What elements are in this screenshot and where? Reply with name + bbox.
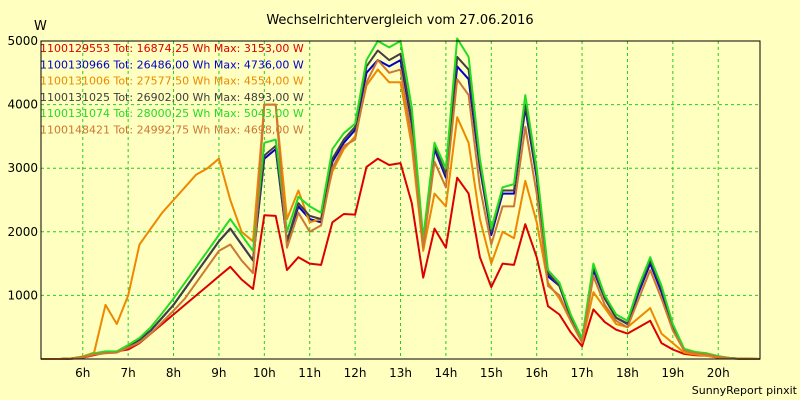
y-tick-label: 2000 (7, 225, 38, 239)
x-tick-label: 16h (525, 366, 548, 380)
x-tick-label: 17h (571, 366, 594, 380)
series-line-1100148421 (41, 59, 761, 360)
x-tick-label: 6h (75, 366, 90, 380)
x-tick-label: 20h (707, 366, 730, 380)
series-line-1100131006 (41, 68, 761, 360)
chart-title: Wechselrichtervergleich vom 27.06.2016 (266, 13, 533, 28)
axis-ticks: 1000 2000 3000 4000 5000 6h 7h 8h 9h 10h 11h 12h 13h… (7, 34, 729, 380)
x-tick-label: 7h (121, 366, 136, 380)
x-tick-label: 14h (434, 366, 457, 380)
x-tick-label: 11h (298, 366, 321, 380)
plot-frame (40, 40, 761, 360)
y-axis-unit-label: W (34, 19, 47, 34)
x-tick-label: 19h (661, 366, 684, 380)
y-tick-label: 1000 (7, 288, 38, 302)
x-tick-label: 15h (480, 366, 503, 380)
y-tick-label: 3000 (7, 161, 38, 175)
legend: 1100129553 Tot: 16874,25 Wh Max: 3153,00… (40, 42, 304, 137)
legend-entry-1100148421: 1100148421 Tot: 24992,75 Wh Max: 4698,00… (40, 124, 304, 137)
x-tick-label: 12h (344, 366, 367, 380)
x-tick-label: 10h (253, 366, 276, 380)
legend-entry-1100131006: 1100131006 Tot: 27577,50 Wh Max: 4554,00… (40, 75, 304, 88)
x-tick-label: 9h (211, 366, 226, 380)
x-tick-label: 8h (166, 366, 181, 380)
series-line-1100129553 (41, 157, 761, 360)
x-tick-label: 13h (389, 366, 412, 380)
legend-entry-1100131074: 1100131074 Tot: 28000,25 Wh Max: 5043,00… (40, 107, 304, 120)
y-tick-label: 4000 (7, 98, 38, 112)
legend-entry-1100130966: 1100130966 Tot: 26486,00 Wh Max: 4736,00… (40, 58, 304, 71)
legend-entry-1100131025: 1100131025 Tot: 26902,00 Wh Max: 4893,00… (40, 91, 304, 104)
footer-credit: SunnyReport pinxit (692, 384, 798, 397)
x-tick-label: 18h (616, 366, 639, 380)
legend-entry-1100129553: 1100129553 Tot: 16874,25 Wh Max: 3153,00… (40, 42, 304, 55)
y-tick-label: 5000 (7, 34, 38, 48)
